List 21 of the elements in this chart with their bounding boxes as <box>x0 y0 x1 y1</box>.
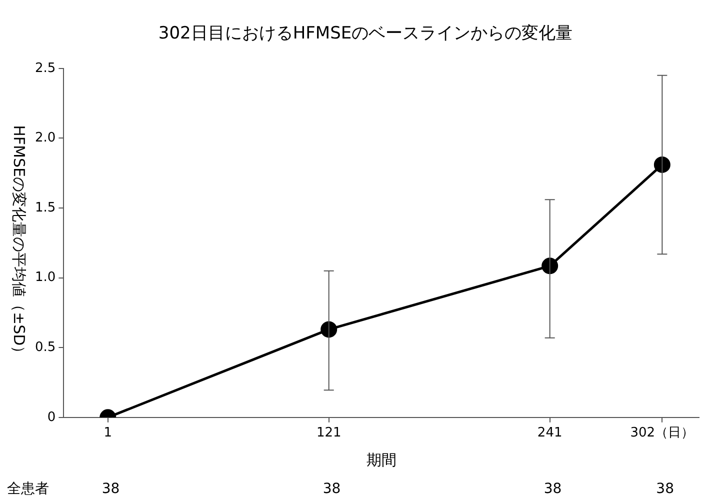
point <box>542 258 558 274</box>
y-axis-title: HFMSEの変化量の平均値（±SD） <box>10 125 28 361</box>
y-tick-label: 2.0 <box>34 130 56 146</box>
text: 38 <box>102 481 120 498</box>
text: 38 <box>322 481 341 498</box>
x-tick-label: 241 <box>537 426 562 441</box>
y-tick-label: 2.5 <box>34 60 56 76</box>
text: 全患者 <box>7 481 49 498</box>
chart-title: 302日目におけるHFMSEのベースラインからの変化量 <box>158 24 573 44</box>
x-tick-label: 302（日） <box>630 426 694 441</box>
y-tick-label: 0 <box>47 410 56 425</box>
x-tick-label: 121 <box>316 426 342 441</box>
x-tick-label: 1 <box>104 426 112 441</box>
text: 38 <box>656 481 674 498</box>
text: 38 <box>544 481 562 498</box>
point <box>320 321 338 338</box>
x-axis-title: 期間 <box>366 450 396 469</box>
point <box>654 156 670 173</box>
y-tick-label: 1.5 <box>34 200 56 216</box>
y-tick-label: 0.5 <box>34 340 56 355</box>
y-tick-label: 1.0 <box>34 270 56 286</box>
